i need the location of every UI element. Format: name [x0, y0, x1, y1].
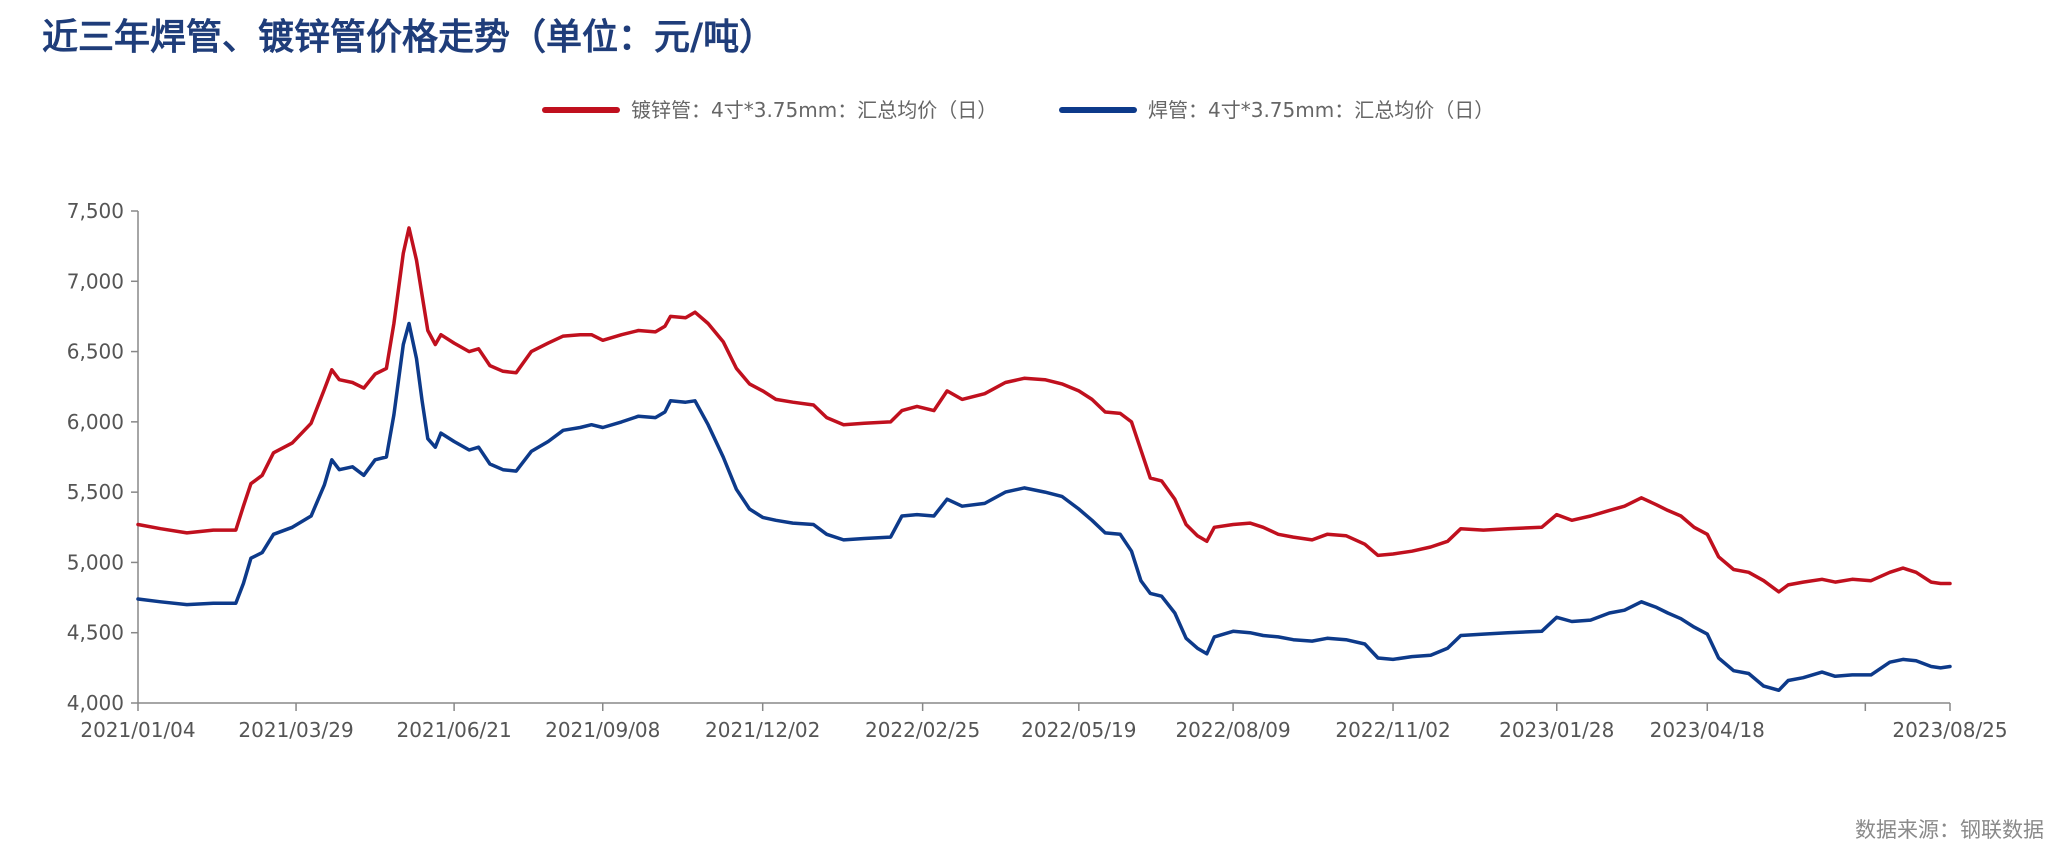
y-tick-label: 4,000	[67, 691, 124, 715]
data-source-note: 数据来源：钢联数据	[1855, 818, 2044, 842]
y-tick-label: 5,500	[67, 480, 124, 504]
x-tick-label: 2023/08/25	[1892, 718, 2007, 742]
y-tick-label: 7,000	[67, 269, 124, 293]
x-tick-label: 2022/05/19	[1021, 718, 1136, 742]
plot-area	[136, 226, 1952, 693]
chart-title: 近三年焊管、镀锌管价格走势（单位：元/吨）	[42, 16, 776, 58]
x-tick-label: 2021/09/08	[545, 718, 660, 742]
series-line-1	[136, 321, 1952, 693]
y-tick-label: 6,000	[67, 410, 124, 434]
x-tick-label: 2022/08/09	[1175, 718, 1290, 742]
y-tick-label: 7,500	[67, 199, 124, 223]
y-tick-label: 5,000	[67, 550, 124, 574]
x-tick-label: 2021/01/04	[80, 718, 195, 742]
x-tick-label: 2021/03/29	[238, 718, 353, 742]
y-axis: 4,000 4,500 5,000 5,500 6,000 6,500 7,000 7,500	[67, 199, 139, 715]
legend-label-0: 镀锌管：4寸*3.75mm：汇总均价（日）	[631, 98, 997, 122]
legend-label-1: 焊管：4寸*3.75mm：汇总均价（日）	[1148, 98, 1494, 122]
x-tick-label: 2022/02/25	[865, 718, 980, 742]
x-tick-label: 2021/12/02	[705, 718, 820, 742]
y-tick-label: 6,500	[67, 340, 124, 364]
series-line-0	[136, 226, 1952, 594]
y-tick-label: 4,500	[67, 621, 124, 645]
x-axis: 2021/01/04 2021/03/29 2021/06/21 2021/09/08…	[80, 702, 2008, 742]
x-tick-label: 2022/11/02	[1335, 718, 1450, 742]
x-tick-label: 2023/01/28	[1499, 718, 1614, 742]
legend: 镀锌管：4寸*3.75mm：汇总均价（日） 焊管：4寸*3.75mm：汇总均价（日…	[542, 98, 1494, 122]
x-tick-label: 2023/04/18	[1650, 718, 1765, 742]
x-tick-label: 2021/06/21	[396, 718, 511, 742]
